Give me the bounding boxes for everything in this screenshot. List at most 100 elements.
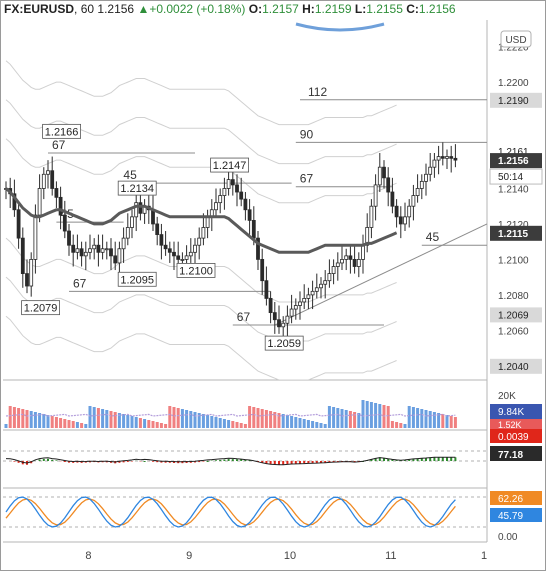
macd-bar: [118, 461, 121, 463]
candle-body: [440, 156, 445, 159]
grid: [3, 20, 488, 543]
macd-bar: [311, 461, 314, 464]
volume-secondary-value: 1.52K: [498, 420, 522, 430]
volume-bar: [71, 421, 75, 428]
candle-body: [260, 259, 265, 282]
macd-bar: [416, 458, 419, 461]
candle-body: [134, 202, 139, 218]
price-tick: 1.2100: [498, 255, 529, 266]
macd-bar: [63, 461, 66, 462]
candle-body: [419, 180, 424, 189]
price-box-label: 50:14: [498, 172, 523, 183]
candle-body: [46, 170, 50, 175]
macd-bar: [227, 459, 230, 461]
stoch-k-box: [490, 491, 542, 505]
macd-bar: [387, 458, 390, 461]
volume-pane: 20K 9.84K 1.52K: [4, 391, 542, 430]
volume-bar: [122, 414, 126, 428]
candle-body: [365, 227, 370, 246]
macd-bar: [231, 459, 234, 461]
level-label: 67: [237, 310, 251, 324]
volume-value-box: [490, 404, 542, 419]
annotation-label: 1.2166: [45, 126, 79, 138]
currency-badge[interactable]: USD: [500, 30, 532, 48]
volume-bar: [54, 417, 58, 428]
candle-body: [50, 170, 55, 189]
candle-body: [109, 248, 113, 257]
price-tick: 1.2080: [498, 291, 529, 302]
macd-bar: [273, 461, 276, 465]
price-box-label: 1.2190: [498, 96, 529, 107]
candle-body: [377, 166, 382, 186]
stoch-d-box: [490, 508, 542, 522]
level-label: 67: [73, 276, 87, 290]
candle-body: [96, 244, 101, 253]
macd-bar: [299, 461, 301, 464]
price-box: [489, 168, 543, 185]
high-label: H:: [302, 2, 315, 16]
ma-line: [5, 187, 398, 254]
macd-value: 0.0039: [498, 432, 529, 443]
candle-body: [432, 159, 437, 168]
candle-body: [205, 216, 210, 228]
macd-bar: [76, 461, 79, 463]
interval-label[interactable]: 60: [80, 2, 95, 16]
volume-bar: [189, 411, 193, 428]
volume-bar: [8, 406, 12, 428]
macd-bar: [261, 461, 264, 463]
price-box-label: 1.2161: [498, 147, 529, 158]
volume-bar: [46, 415, 50, 428]
volume-bar: [101, 409, 105, 428]
candle-body: [298, 301, 302, 306]
candle-body: [155, 223, 160, 235]
macd-bar: [223, 459, 226, 461]
volume-ma-line: [5, 413, 456, 417]
volume-bar: [185, 410, 189, 428]
volume-bar: [168, 406, 172, 428]
trend-line: [274, 223, 488, 326]
price-box-label: 1.2040: [498, 362, 529, 373]
symbol-label[interactable]: FX:EURUSD: [4, 2, 75, 16]
volume-bar: [306, 420, 310, 428]
candle-body: [239, 191, 244, 200]
macd-bar: [194, 461, 196, 463]
volume-bar: [143, 419, 147, 428]
price-box-label: 1.2069: [498, 310, 529, 321]
price-annotations: 1.2166 1.2147 1.2134 1.2095 1.2100 1.2079 1.20…: [21, 123, 304, 351]
candle-body: [424, 173, 428, 182]
candle-body: [172, 251, 176, 257]
price-axis[interactable]: 1.2220 1.2200 1.2140 1.2120 1.2100 1.2080 1.20…: [489, 43, 543, 374]
open-label: O:: [248, 2, 263, 16]
annotation-box: [42, 123, 81, 139]
volume-bar: [420, 409, 424, 428]
annotation-box: [21, 300, 61, 316]
volume-bar: [260, 409, 264, 428]
candle-body: [88, 248, 92, 253]
time-axis[interactable]: 8 9 10 11 1: [85, 550, 487, 562]
price-tick: 1.2140: [498, 184, 529, 195]
macd-bar: [219, 459, 222, 461]
volume-bar: [315, 422, 319, 428]
macd-bar: [425, 458, 427, 461]
macd-bar: [248, 460, 251, 461]
candles: [4, 142, 458, 338]
volume-bar: [164, 424, 168, 428]
price-tick: 1.2120: [498, 220, 529, 231]
volume-bar: [365, 401, 369, 428]
candle-body: [117, 248, 122, 264]
macd-bar: [378, 457, 381, 461]
volume-bar: [109, 411, 113, 428]
macd-bar: [269, 461, 272, 465]
price-box: [490, 153, 542, 169]
candle-body: [302, 298, 307, 303]
volume-bar: [50, 416, 54, 428]
volume-bar: [437, 413, 441, 428]
candle-body: [411, 195, 416, 207]
macd-bar: [370, 459, 373, 461]
annotation-label: 1.2147: [213, 160, 247, 172]
volume-bar: [269, 411, 273, 428]
volume-bar: [424, 410, 428, 428]
candle-body: [226, 179, 231, 189]
macd-bar: [156, 461, 159, 463]
